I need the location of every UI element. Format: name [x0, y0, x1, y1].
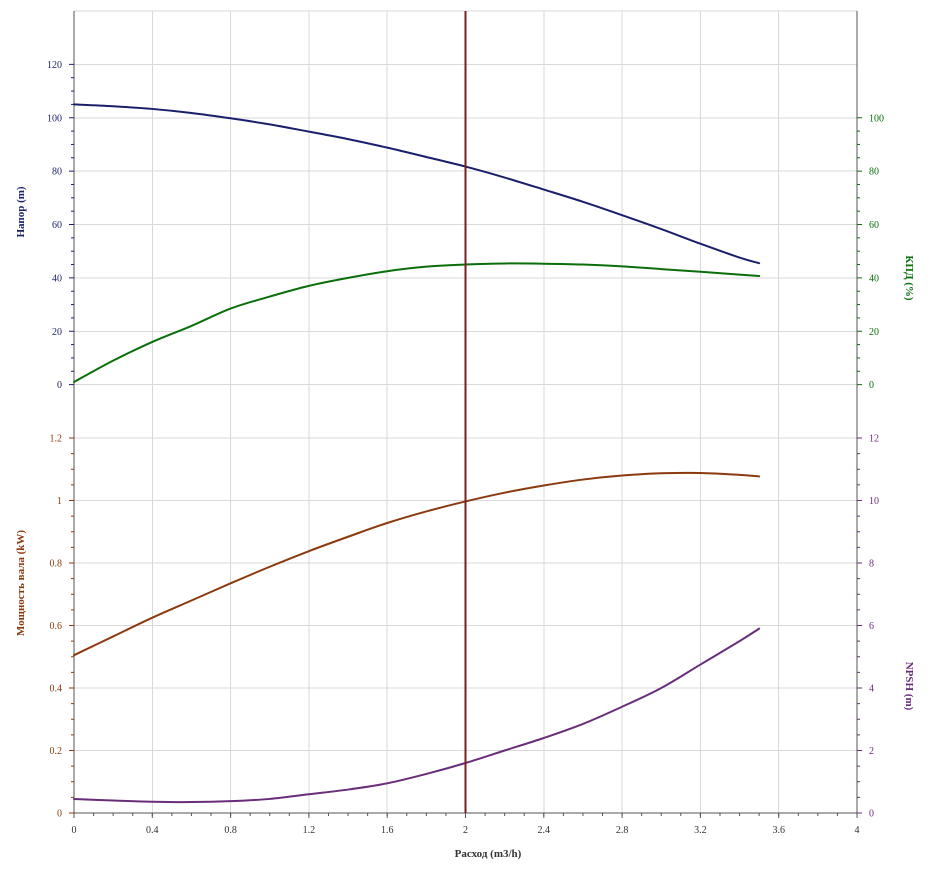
right-y-tick-label: 4 — [869, 684, 874, 695]
efficiency-axis-title: КПД (%) — [903, 255, 915, 301]
right-y-tick-label: 10 — [869, 496, 879, 507]
x-axis-title: Расход (m3/h) — [455, 848, 522, 860]
left-y-tick-label: 1 — [57, 496, 62, 507]
x-tick-label: 0.4 — [146, 825, 159, 836]
x-tick-label: 1.6 — [381, 825, 394, 836]
left-y-tick-label: 100 — [47, 113, 62, 124]
left-y-tick-label: 0.4 — [50, 684, 63, 695]
right-y-tick-label: 0 — [869, 809, 874, 820]
right-y-tick-label: 40 — [869, 273, 879, 284]
npsh-curve — [73, 627, 761, 804]
left-y-tick-label: 40 — [52, 273, 62, 284]
power-curve — [73, 471, 761, 657]
x-tick-label: 2 — [463, 825, 468, 836]
power-axis-title: Мощность вала (kW) — [15, 530, 27, 636]
right-y-tick-label: 8 — [869, 559, 874, 570]
x-tick-label: 2.4 — [538, 825, 551, 836]
left-y-tick-label: 0.6 — [50, 621, 63, 632]
left-y-tick-label: 1.2 — [50, 434, 63, 445]
left-y-tick-label: 0.8 — [50, 559, 63, 570]
right-y-tick-label: 60 — [869, 220, 879, 231]
x-tick-label: 4 — [855, 825, 860, 836]
x-tick-label: 2.8 — [616, 825, 629, 836]
right-y-tick-label: 80 — [869, 167, 879, 178]
labels-layer: Расход (m3/h) Напор (m) КПД (%) Мощность… — [15, 186, 915, 860]
right-y-tick-label: 20 — [869, 327, 879, 338]
x-tick-label: 1.2 — [303, 825, 316, 836]
head-axis-title: Напор (m) — [15, 186, 27, 237]
right-y-tick-label: 6 — [869, 621, 874, 632]
x-tick-label: 0.8 — [224, 825, 237, 836]
series-layer — [73, 11, 761, 813]
efficiency-curve — [73, 262, 761, 383]
left-y-tick-label: 0.2 — [50, 746, 63, 757]
left-y-tick-label: 0 — [57, 809, 62, 820]
left-y-tick-label: 120 — [47, 60, 62, 71]
right-y-tick-label: 100 — [869, 113, 884, 124]
left-y-tick-label: 20 — [52, 327, 62, 338]
npsh-axis-title: NPSH (m) — [903, 662, 915, 711]
left-y-tick-label: 80 — [52, 167, 62, 178]
x-tick-label: 3.2 — [694, 825, 707, 836]
x-tick-label: 3.6 — [772, 825, 785, 836]
left-y-tick-label: 0 — [57, 380, 62, 391]
x-tick-label: 0 — [72, 825, 77, 836]
head-curve — [73, 103, 761, 265]
left-y-tick-label: 60 — [52, 220, 62, 231]
right-y-tick-label: 12 — [869, 434, 879, 445]
right-y-tick-label: 0 — [869, 380, 874, 391]
right-y-tick-label: 2 — [869, 746, 874, 757]
